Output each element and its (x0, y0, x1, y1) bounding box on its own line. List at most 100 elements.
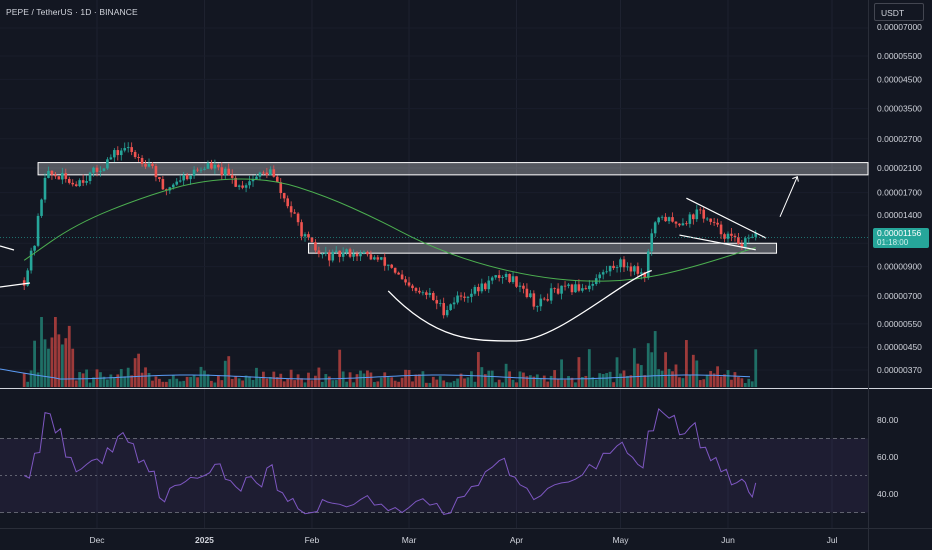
candle (664, 213, 667, 222)
candle (210, 159, 213, 170)
candle (161, 175, 165, 191)
candle (688, 212, 692, 228)
candle-body (40, 199, 43, 216)
candle (397, 271, 400, 275)
candle-body (487, 280, 491, 290)
volume-bars (22, 317, 758, 387)
volume-bar (60, 344, 64, 387)
price-tick-label: 0.00000370 (877, 365, 922, 375)
volume-bar (612, 382, 615, 387)
candle (459, 292, 463, 301)
candle (348, 247, 352, 259)
price-tick-label: 0.00005500 (877, 51, 922, 61)
candle-body (88, 172, 92, 182)
volume-bar (702, 379, 706, 387)
volume-bar (726, 370, 730, 387)
volume-bar (418, 374, 421, 387)
candle (529, 290, 532, 299)
volume-bar (470, 371, 473, 387)
candles (22, 142, 758, 319)
candle-body (154, 166, 158, 178)
candle (425, 290, 428, 300)
candle (379, 257, 383, 261)
candle (182, 172, 185, 186)
candle (74, 181, 78, 187)
candle (466, 295, 470, 303)
candle-body (612, 265, 615, 269)
candle-body (286, 198, 289, 207)
candle-body (553, 288, 556, 290)
currency-selector[interactable]: USDT (874, 3, 924, 21)
volume-bar (196, 377, 199, 387)
candle (359, 250, 362, 262)
left-trend-line (0, 282, 31, 288)
candle-body (740, 243, 744, 248)
candle (712, 217, 716, 226)
candle-body (723, 234, 726, 239)
volume-bar (341, 371, 345, 387)
candle (85, 175, 88, 186)
candle (289, 201, 293, 218)
volume-bar (605, 373, 609, 387)
candle-body (307, 234, 310, 238)
volume-bar (698, 380, 702, 387)
candle (484, 282, 487, 292)
candle (50, 170, 54, 180)
volume-bar (560, 359, 563, 387)
candle-body (719, 224, 723, 235)
candle (126, 142, 130, 153)
candle-body (50, 170, 54, 175)
candle (518, 282, 522, 293)
candle (525, 283, 529, 299)
candle (217, 163, 220, 171)
volume-bar (234, 376, 238, 387)
candle (67, 176, 71, 185)
candle (286, 195, 289, 209)
candle (92, 166, 95, 177)
candle-body (123, 148, 127, 151)
volume-bar (390, 377, 394, 387)
candle (116, 146, 120, 161)
moving-average-line (23, 178, 756, 282)
candle (279, 178, 283, 199)
candle (154, 163, 158, 182)
candle (470, 288, 473, 303)
candle-body (262, 172, 265, 174)
candle (185, 172, 189, 181)
candle-body (144, 164, 147, 167)
candle (199, 167, 203, 173)
volume-bar (137, 353, 141, 387)
candle (411, 283, 414, 292)
price-tick-label: 0.00000900 (877, 262, 922, 272)
candle (192, 166, 196, 179)
candle-body (321, 253, 324, 255)
candle (612, 260, 615, 271)
candle (71, 179, 75, 187)
volume-bar (119, 369, 123, 387)
candle-body (133, 151, 137, 158)
candle (303, 232, 307, 242)
volume-ma-line (0, 368, 751, 380)
candle (36, 213, 40, 248)
candle-body (695, 209, 699, 220)
candle-body (130, 147, 133, 152)
candle (629, 262, 633, 277)
candle (307, 231, 310, 241)
volume-bar (237, 378, 241, 387)
candle-body (206, 162, 210, 169)
candle-body (546, 299, 550, 301)
candle (678, 223, 681, 227)
volume-bar (574, 382, 577, 387)
candle (196, 167, 199, 173)
candle-body (175, 181, 179, 185)
time-axis: Dec 2025 Feb Mar Apr May Jun Jul (89, 535, 837, 545)
volume-bar (528, 375, 532, 387)
candle (452, 297, 456, 309)
volume-bar (182, 380, 186, 387)
volume-bar (320, 381, 324, 387)
volume-bar (362, 373, 366, 387)
volume-bar (653, 331, 657, 387)
volume-bar (26, 381, 30, 387)
volume-bar (241, 380, 245, 387)
volume-bar (258, 377, 262, 387)
